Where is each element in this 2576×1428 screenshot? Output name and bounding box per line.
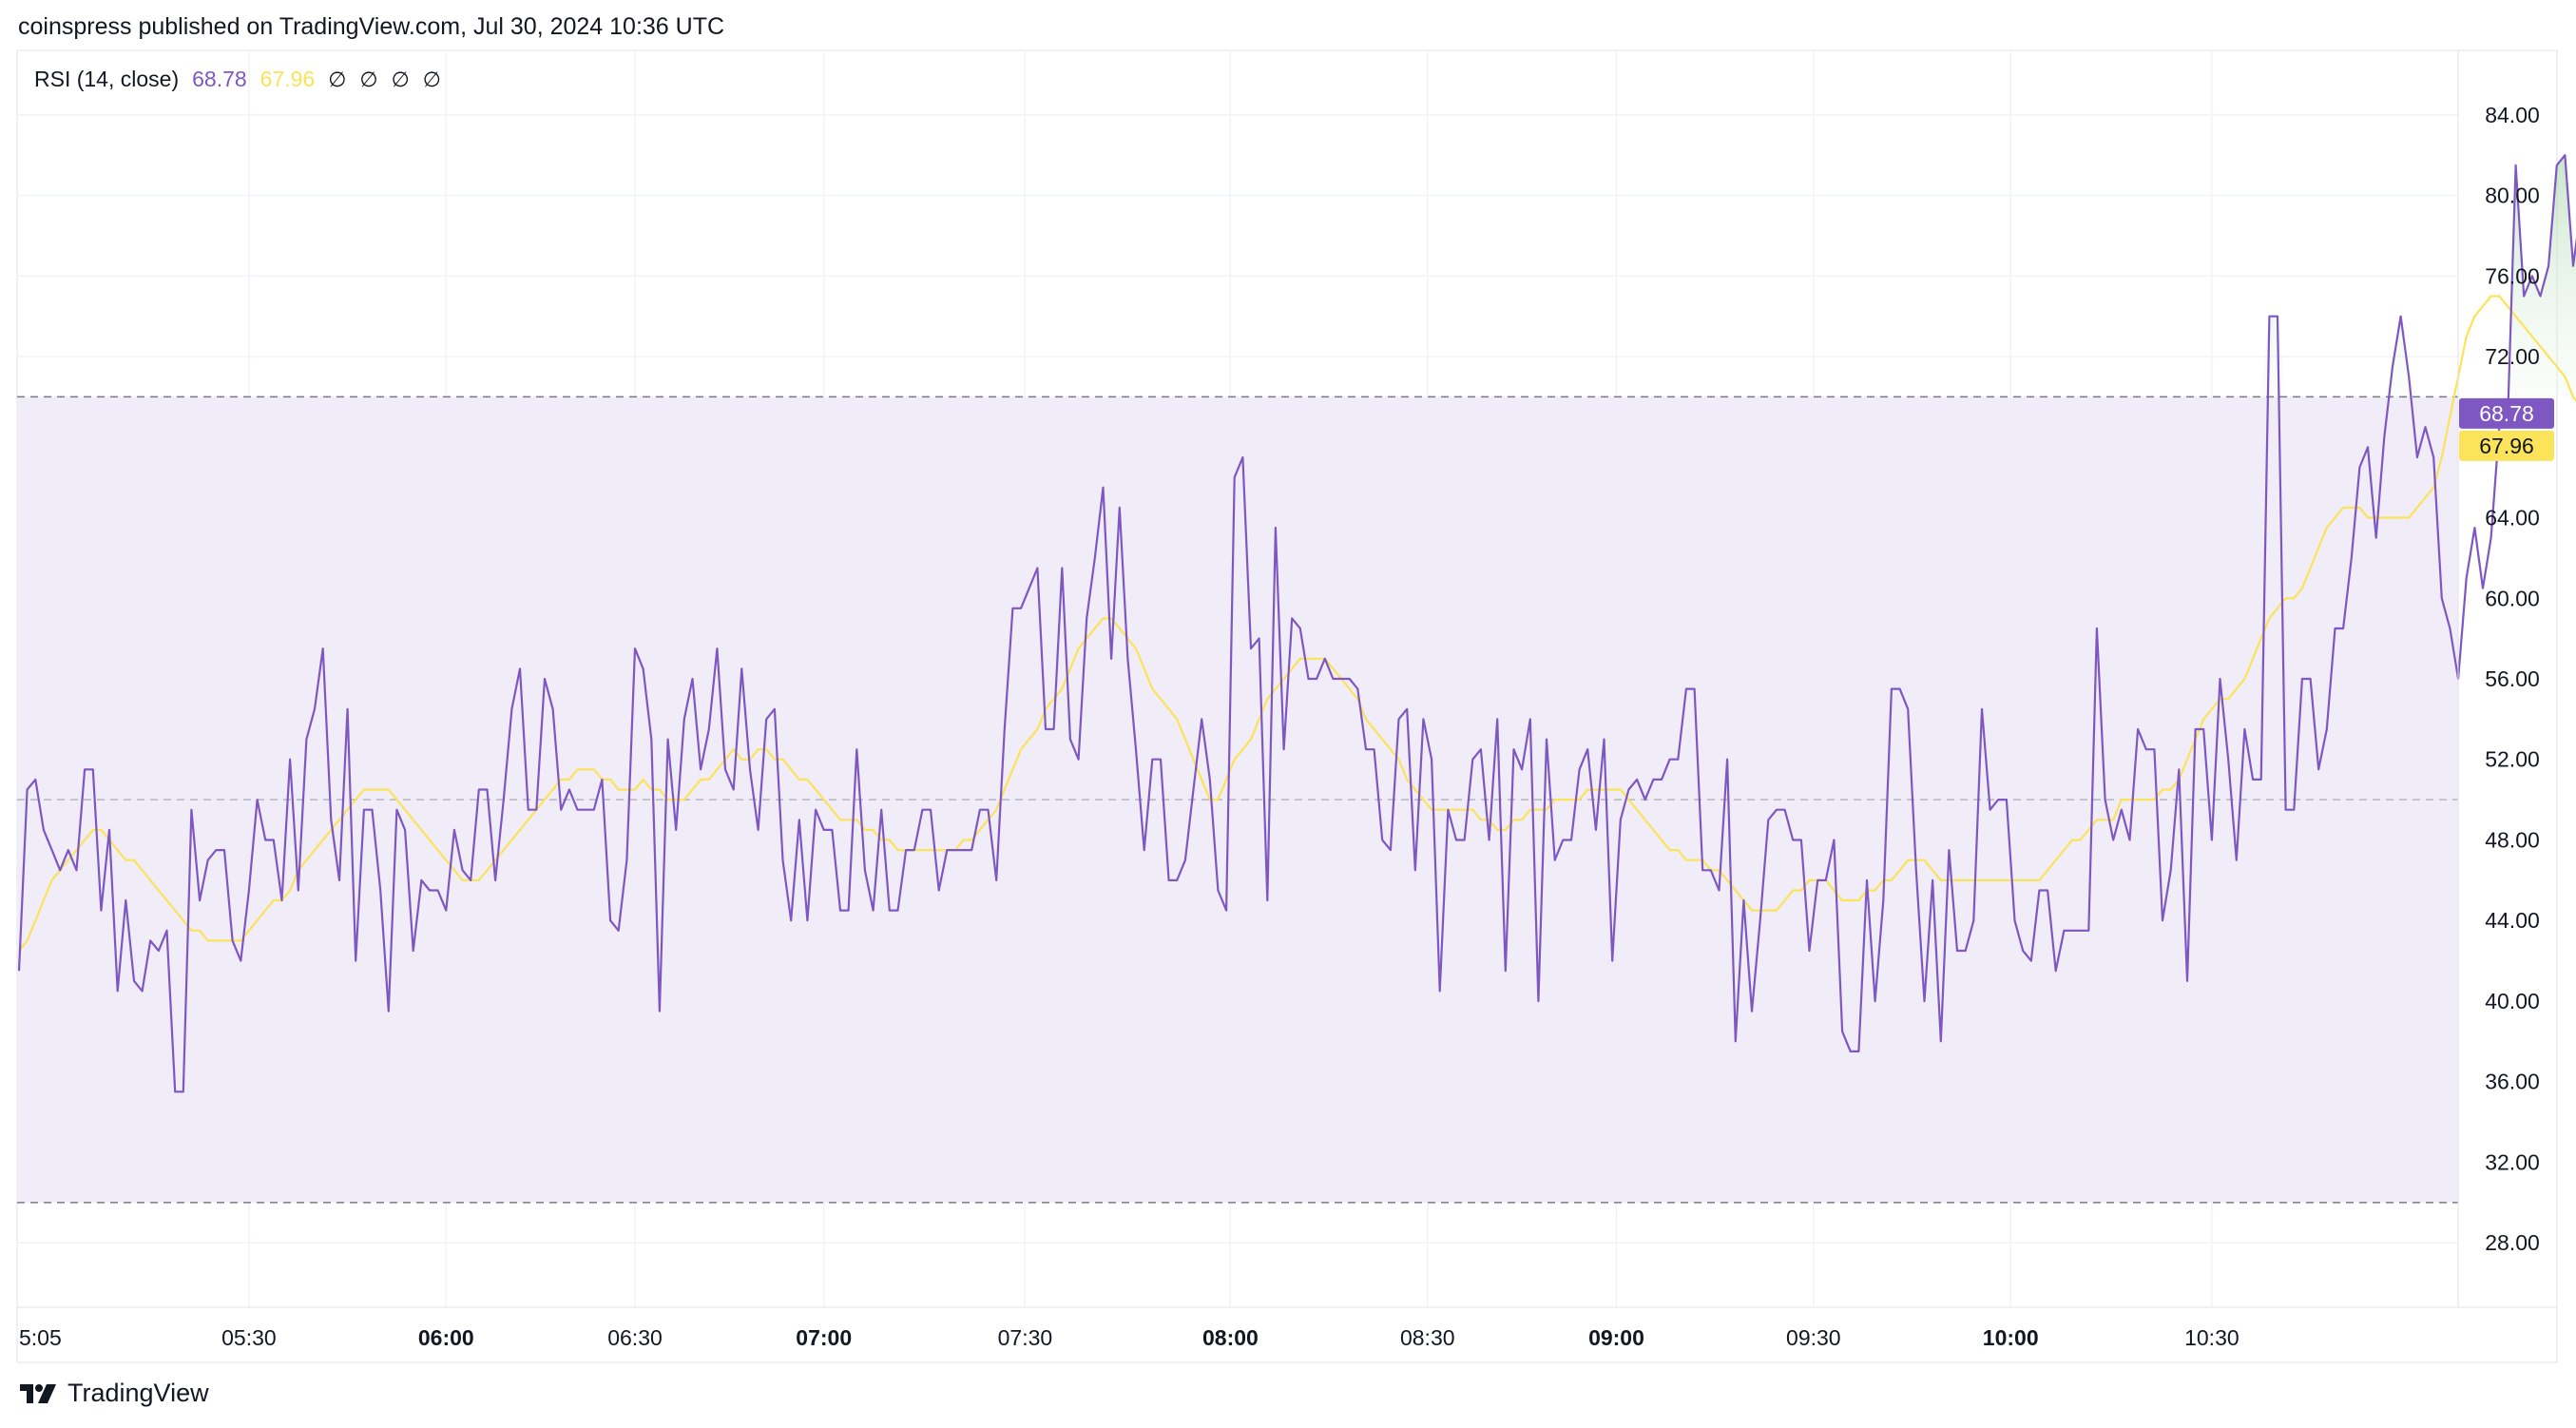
y-tick-label: 48.00 <box>2485 827 2540 852</box>
y-tick-label: 52.00 <box>2485 747 2540 772</box>
rsi-band <box>17 396 2458 1203</box>
rsi-series-line <box>17 154 2576 1093</box>
x-tick-label: 08:00 <box>1202 1325 1259 1350</box>
na-value-2: ∅ <box>359 67 378 91</box>
ma-value: 67.96 <box>260 67 316 91</box>
y-tick-label: 36.00 <box>2485 1070 2540 1094</box>
na-value-1: ∅ <box>328 67 347 91</box>
x-tick-label: 06:00 <box>418 1325 474 1350</box>
rsi-value: 68.78 <box>192 67 247 91</box>
footer-brand-text: TradingView <box>67 1379 209 1407</box>
time-axis[interactable]: 5:05 05:30 06:00 06:30 07:00 07:30 08:00 08:30 0… <box>19 1325 2240 1350</box>
x-tick-label: 10:30 <box>2184 1325 2240 1350</box>
y-tick-label: 64.00 <box>2485 506 2540 531</box>
footer-brand[interactable]: TradingView <box>18 1379 209 1408</box>
y-tick-label: 56.00 <box>2485 666 2540 691</box>
y-tick-label: 28.00 <box>2485 1230 2540 1255</box>
rsi-last-value-label: 68.78 <box>2479 401 2534 426</box>
na-value-3: ∅ <box>391 67 410 91</box>
last-value-labels: 68.78 67.96 <box>2459 397 2554 461</box>
y-tick-label: 84.00 <box>2485 103 2540 127</box>
y-tick-label: 76.00 <box>2485 263 2540 288</box>
x-tick-label: 09:00 <box>1588 1325 1644 1350</box>
x-tick-label: 5:05 <box>19 1325 62 1350</box>
y-tick-label: 44.00 <box>2485 908 2540 933</box>
x-tick-label: 05:30 <box>221 1325 277 1350</box>
y-tick-label: 32.00 <box>2485 1149 2540 1174</box>
x-tick-label: 07:30 <box>998 1325 1053 1350</box>
indicator-legend[interactable]: RSI (14, close) 68.78 67.96 ∅ ∅ ∅ ∅ <box>34 67 441 92</box>
rsi-chart[interactable]: 84.00 80.00 76.00 72.00 64.00 60.00 56.00 52.00… <box>0 0 2576 1369</box>
x-tick-label: 09:30 <box>1786 1325 1841 1350</box>
y-tick-label: 40.00 <box>2485 989 2540 1013</box>
x-tick-label: 06:30 <box>607 1325 663 1350</box>
y-tick-label: 60.00 <box>2485 586 2540 610</box>
x-tick-label: 10:00 <box>1983 1325 2039 1350</box>
y-tick-label: 72.00 <box>2485 344 2540 369</box>
x-tick-label: 07:00 <box>796 1325 852 1350</box>
publish-info: coinspress published on TradingView.com,… <box>18 13 725 40</box>
x-tick-label: 08:30 <box>1400 1325 1455 1350</box>
ma-series-line <box>18 295 2576 952</box>
rsi-last-value-bg <box>2459 397 2554 429</box>
indicator-name[interactable]: RSI (14, close) <box>34 67 180 91</box>
price-axis[interactable]: 84.00 80.00 76.00 72.00 64.00 60.00 56.00 52.00… <box>2485 103 2540 1255</box>
na-value-4: ∅ <box>422 67 441 91</box>
ma-last-value-label: 67.96 <box>2479 434 2534 458</box>
tradingview-logo-icon <box>20 1383 56 1403</box>
y-tick-label: 80.00 <box>2485 183 2540 208</box>
ma-last-value-bg <box>2459 430 2554 461</box>
